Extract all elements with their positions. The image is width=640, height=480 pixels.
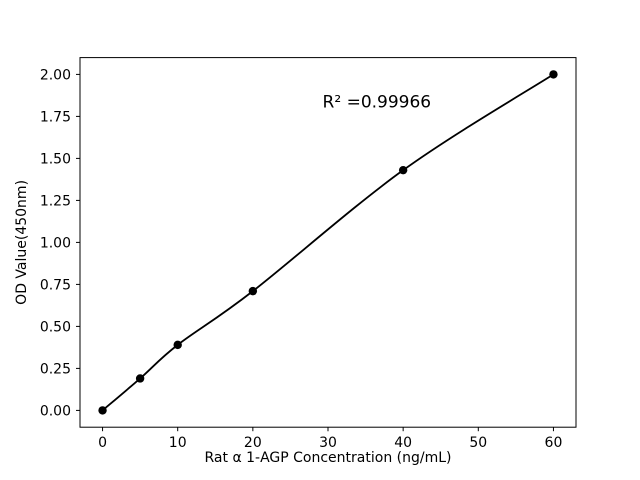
y-tick-label: 2.00 bbox=[40, 67, 71, 83]
y-tick-label: 0.25 bbox=[40, 361, 71, 377]
y-tick-label: 1.00 bbox=[40, 235, 71, 251]
data-point bbox=[248, 286, 258, 296]
x-tick-label: 40 bbox=[394, 435, 412, 451]
data-point bbox=[135, 374, 145, 383]
y-axis-label: OD Value(450nm) bbox=[14, 180, 30, 305]
x-tick-label: 20 bbox=[244, 435, 262, 451]
y-tick-label: 1.50 bbox=[40, 151, 71, 167]
data-point bbox=[549, 70, 558, 79]
y-tick-label: 0.75 bbox=[40, 277, 71, 293]
x-tick-label: 50 bbox=[469, 435, 487, 451]
data-point bbox=[173, 340, 182, 350]
data-point bbox=[98, 406, 107, 415]
x-tick-label: 30 bbox=[319, 435, 337, 451]
data-point bbox=[398, 165, 408, 175]
x-tick-label: 60 bbox=[545, 435, 563, 451]
y-tick-label: 1.25 bbox=[40, 193, 71, 209]
fit-curve bbox=[101, 73, 554, 412]
y-tick-label: 1.75 bbox=[40, 109, 71, 125]
y-tick-label: 0.00 bbox=[40, 403, 71, 419]
x-tick-label: 0 bbox=[98, 435, 107, 451]
x-tick-label: 10 bbox=[169, 435, 187, 451]
y-tick-label: 0.50 bbox=[40, 319, 71, 335]
plot-border bbox=[79, 57, 577, 428]
x-axis-label: Rat α 1-AGP Concentration (ng/mL) bbox=[205, 450, 452, 466]
r-squared-annotation: R² =0.99966 bbox=[323, 92, 432, 112]
